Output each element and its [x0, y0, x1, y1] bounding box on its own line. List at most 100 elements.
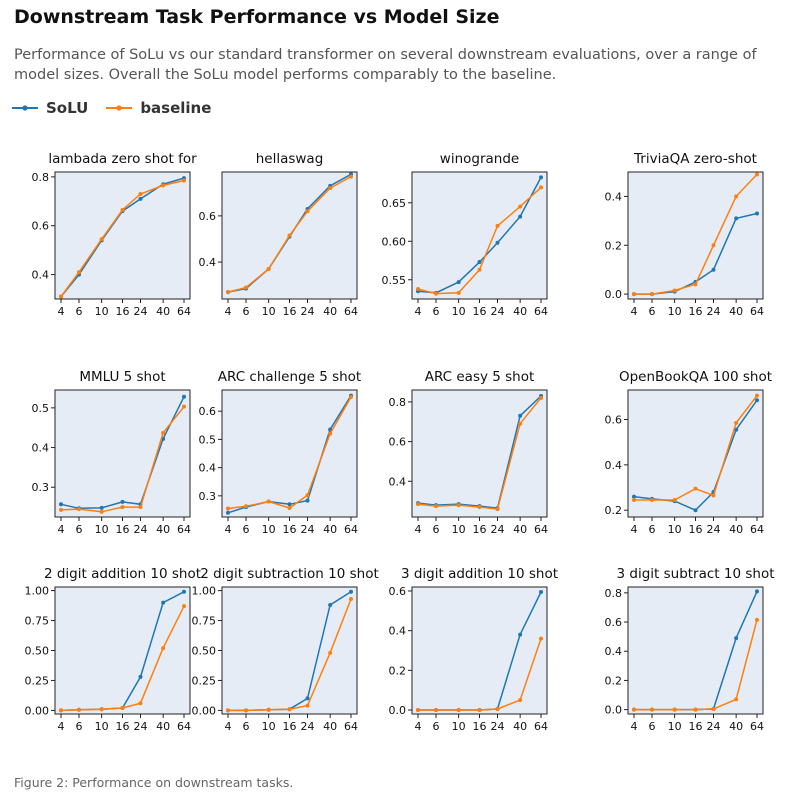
data-point-baseline-5-2 [266, 499, 271, 504]
data-point-baseline-4-3 [120, 505, 125, 510]
data-point-baseline-0-3 [120, 207, 125, 212]
xtick-label-2-4: 24 [490, 305, 504, 318]
plot-title-2: winogrande [440, 151, 519, 167]
data-point-baseline-2-6 [539, 185, 543, 190]
xtick-label-4-6: 64 [177, 523, 191, 536]
data-point-baseline-5-0 [226, 506, 230, 511]
data-point-baseline-0-4 [138, 191, 143, 196]
data-point-solu-4-2 [99, 505, 104, 510]
ytick-label-8-2: 0.50 [25, 645, 50, 658]
data-point-baseline-4-1 [76, 507, 81, 512]
xtick-label-4-1: 6 [75, 523, 82, 536]
data-point-solu-7-3 [693, 508, 698, 513]
ytick-label-11-0: 0.0 [605, 704, 623, 717]
xtick-label-3-4: 24 [706, 305, 720, 318]
xtick-label-5-0: 4 [225, 523, 232, 536]
data-point-solu-6-5 [518, 413, 523, 418]
ytick-label-11-1: 0.2 [605, 674, 623, 687]
xtick-label-9-2: 10 [262, 720, 276, 733]
data-point-baseline-9-0 [226, 708, 230, 713]
data-point-solu-8-6 [182, 589, 186, 594]
data-point-baseline-10-5 [518, 698, 523, 703]
ytick-label-7-1: 0.4 [605, 459, 623, 472]
data-point-solu-8-5 [161, 600, 166, 605]
data-point-solu-2-2 [456, 280, 461, 285]
ytick-label-10-2: 0.4 [389, 625, 407, 638]
data-point-baseline-6-4 [495, 507, 500, 512]
data-point-baseline-3-0 [632, 292, 636, 297]
xtick-label-2-6: 64 [534, 305, 548, 318]
data-point-solu-9-5 [328, 602, 333, 607]
plot-title-3: TriviaQA zero-shot [633, 151, 757, 167]
xtick-label-3-2: 10 [668, 305, 682, 318]
ytick-label-7-2: 0.6 [605, 413, 623, 426]
data-point-solu-11-6 [755, 589, 759, 594]
data-point-baseline-7-3 [693, 486, 698, 491]
xtick-label-10-3: 16 [473, 720, 487, 733]
xtick-label-4-0: 4 [58, 523, 65, 536]
data-point-solu-2-5 [518, 214, 523, 219]
data-point-solu-2-6 [539, 175, 543, 180]
data-point-solu-9-4 [305, 696, 310, 701]
data-point-baseline-9-5 [328, 650, 333, 655]
plot-title-4: MMLU 5 shot [79, 369, 165, 385]
ytick-label-8-4: 1.00 [25, 585, 50, 598]
xtick-label-6-0: 4 [415, 523, 422, 536]
xtick-label-1-1: 6 [242, 305, 249, 318]
xtick-label-9-4: 24 [300, 720, 314, 733]
ytick-label-8-0: 0.00 [25, 704, 50, 717]
data-point-baseline-7-4 [711, 493, 716, 498]
plot-title-10: 3 digit addition 10 shot [401, 566, 558, 582]
data-point-baseline-10-4 [495, 707, 500, 712]
ytick-label-0-1: 0.6 [32, 220, 50, 233]
xtick-label-4-2: 10 [95, 523, 109, 536]
data-point-baseline-3-3 [693, 282, 698, 287]
data-point-solu-8-4 [138, 674, 143, 679]
xtick-label-6-2: 10 [452, 523, 466, 536]
xtick-label-9-5: 40 [323, 720, 337, 733]
data-point-baseline-2-2 [456, 290, 461, 295]
xtick-label-1-4: 24 [300, 305, 314, 318]
xtick-label-11-5: 40 [729, 720, 743, 733]
xtick-label-1-5: 40 [323, 305, 337, 318]
xtick-label-7-0: 4 [631, 523, 638, 536]
ytick-label-7-0: 0.2 [605, 504, 623, 517]
data-point-baseline-7-5 [734, 420, 739, 425]
ytick-label-5-0: 0.3 [199, 490, 217, 503]
data-point-solu-5-4 [305, 498, 310, 503]
ytick-label-6-2: 0.8 [389, 396, 407, 409]
plot-area-3 [627, 171, 764, 300]
plot-title-8: 2 digit addition 10 shot [44, 566, 201, 582]
data-point-solu-4-0 [59, 502, 63, 507]
xtick-label-4-3: 16 [116, 523, 130, 536]
data-point-baseline-5-1 [243, 504, 248, 509]
data-point-baseline-8-5 [161, 646, 166, 651]
ytick-label-10-3: 0.6 [389, 585, 407, 598]
xtick-label-8-3: 16 [116, 720, 130, 733]
xtick-label-0-3: 16 [116, 305, 130, 318]
xtick-label-2-1: 6 [432, 305, 439, 318]
plot-area-0 [54, 171, 191, 300]
data-point-solu-7-6 [755, 398, 759, 403]
xtick-label-1-3: 16 [283, 305, 297, 318]
legend-line-baseline-icon [106, 105, 133, 111]
data-point-baseline-7-6 [755, 393, 759, 398]
plot-title-5: ARC challenge 5 shot [218, 369, 361, 385]
xtick-label-11-2: 10 [668, 720, 682, 733]
data-point-baseline-8-2 [99, 707, 104, 712]
data-point-baseline-2-0 [416, 286, 420, 291]
xtick-label-10-2: 10 [452, 720, 466, 733]
xtick-label-0-5: 40 [156, 305, 170, 318]
ytick-label-9-1: 0.25 [192, 674, 217, 687]
xtick-label-8-5: 40 [156, 720, 170, 733]
xtick-label-2-5: 40 [513, 305, 527, 318]
data-point-baseline-10-2 [456, 708, 461, 713]
xtick-label-7-3: 16 [689, 523, 703, 536]
data-point-baseline-4-6 [182, 404, 186, 409]
xtick-label-2-2: 10 [452, 305, 466, 318]
data-point-solu-4-6 [182, 394, 186, 399]
ytick-label-8-3: 0.75 [25, 615, 50, 628]
data-point-solu-5-3 [287, 502, 292, 507]
xtick-label-3-0: 4 [631, 305, 638, 318]
